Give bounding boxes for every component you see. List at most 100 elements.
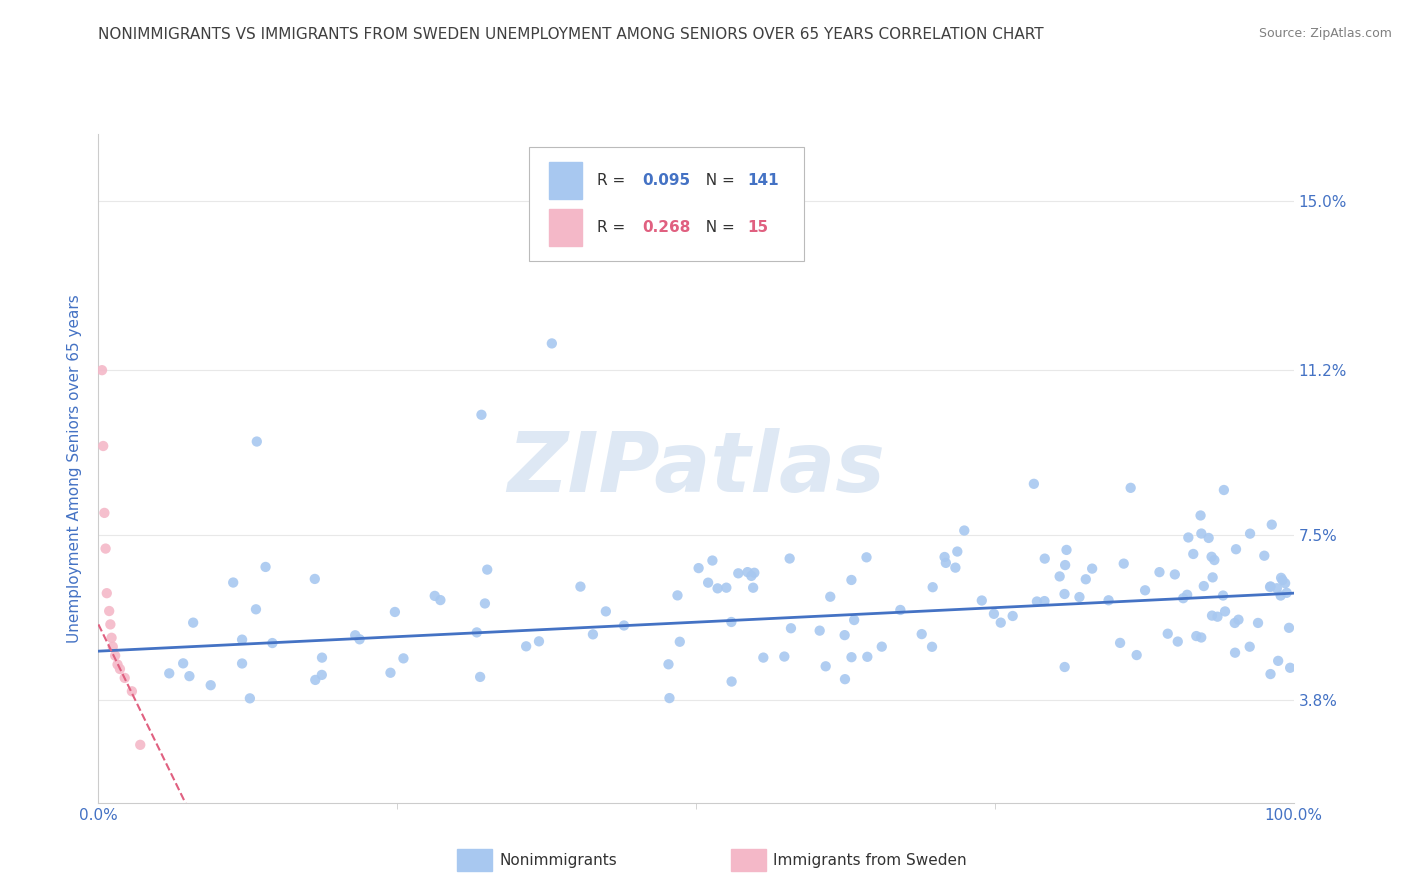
Point [666, 588, 689, 602]
Point [779, 551, 801, 566]
Point [595, 604, 617, 618]
Point [1213, 604, 1236, 618]
Point [742, 566, 765, 580]
Text: N =: N = [696, 220, 740, 235]
Point [697, 575, 720, 590]
Point [820, 590, 842, 604]
Point [1247, 615, 1270, 630]
Point [808, 624, 831, 638]
Point [1279, 661, 1302, 675]
Point [172, 657, 194, 671]
Point [98, 604, 121, 618]
Point [737, 565, 759, 579]
Point [104, 648, 127, 663]
Point [129, 738, 152, 752]
Point [1026, 594, 1049, 608]
Point [1227, 613, 1250, 627]
Point [1177, 531, 1199, 545]
Point [742, 581, 765, 595]
Point [1239, 526, 1261, 541]
Point [344, 628, 367, 642]
Point [1164, 567, 1187, 582]
Point [946, 544, 969, 558]
Point [107, 657, 129, 672]
Text: 0.095: 0.095 [643, 173, 690, 188]
Point [1175, 588, 1198, 602]
Point [1212, 589, 1234, 603]
Point [1097, 593, 1119, 607]
Point [423, 589, 446, 603]
Point [1189, 631, 1212, 645]
Point [841, 650, 863, 665]
Point [91, 363, 114, 377]
Point [311, 650, 333, 665]
Point [1112, 557, 1135, 571]
Point [515, 640, 537, 654]
Point [1270, 571, 1292, 585]
Point [474, 597, 496, 611]
Point [384, 605, 406, 619]
Point [1149, 565, 1171, 579]
Point [1278, 621, 1301, 635]
Text: R =: R = [596, 173, 630, 188]
Point [1033, 551, 1056, 566]
Point [856, 649, 879, 664]
Point [582, 627, 605, 641]
Point [114, 671, 136, 685]
Point [1275, 586, 1298, 600]
Point [1267, 654, 1289, 668]
Point [1173, 591, 1195, 606]
Point [1189, 508, 1212, 523]
Point [1223, 646, 1246, 660]
Point [834, 628, 856, 642]
Point [1054, 558, 1077, 572]
Point [1260, 667, 1282, 681]
Point [157, 666, 180, 681]
Point [1182, 547, 1205, 561]
Point [921, 640, 943, 654]
Point [1069, 590, 1091, 604]
Point [304, 673, 326, 687]
Point [349, 632, 371, 647]
Point [1001, 609, 1024, 624]
Point [465, 625, 488, 640]
Point [1053, 660, 1076, 674]
Point [311, 668, 333, 682]
Point [740, 569, 762, 583]
Point [540, 336, 562, 351]
Point [1239, 640, 1261, 654]
Point [1201, 549, 1223, 564]
Text: NONIMMIGRANTS VS IMMIGRANTS FROM SWEDEN UNEMPLOYMENT AMONG SENIORS OVER 65 YEARS: NONIMMIGRANTS VS IMMIGRANTS FROM SWEDEN … [98, 27, 1045, 42]
Point [200, 678, 222, 692]
Point [1053, 587, 1076, 601]
Point [100, 631, 122, 645]
Point [702, 553, 724, 567]
Point [1109, 636, 1132, 650]
Point [304, 572, 326, 586]
Point [834, 672, 856, 686]
Point [1185, 629, 1208, 643]
Point [96, 586, 118, 600]
Point [231, 632, 253, 647]
Point [1265, 581, 1288, 595]
Point [108, 662, 131, 676]
Text: Immigrants from Sweden: Immigrants from Sweden [773, 854, 967, 868]
Point [990, 615, 1012, 630]
Point [429, 593, 451, 607]
Point [254, 560, 277, 574]
Point [181, 615, 204, 630]
Point [953, 524, 976, 538]
Y-axis label: Unemployment Among Seniors over 65 years: Unemployment Among Seniors over 65 years [67, 294, 83, 642]
Point [921, 580, 943, 594]
Point [380, 665, 402, 680]
Point [1133, 583, 1156, 598]
Point [934, 549, 956, 564]
Point [1074, 572, 1097, 586]
Point [1253, 549, 1275, 563]
Point [1157, 626, 1180, 640]
Text: N =: N = [696, 173, 740, 188]
Point [814, 659, 837, 673]
Point [179, 669, 201, 683]
Point [720, 615, 742, 629]
Point [262, 636, 284, 650]
